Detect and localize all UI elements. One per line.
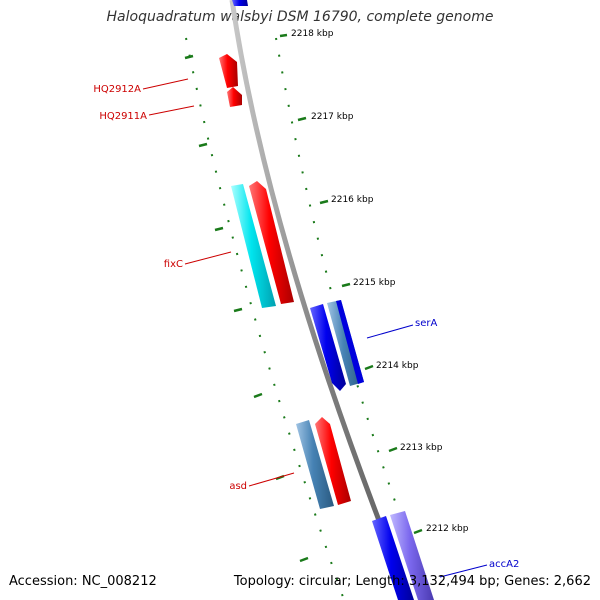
gene-label-asd: asd — [229, 481, 247, 492]
map-title: Haloquadratum walsbyi DSM 16790, complet… — [106, 9, 494, 25]
gene-leaders — [142, 78, 488, 578]
genome-backbone — [229, 0, 413, 600]
feature-sera-edge — [336, 300, 364, 384]
feature-fixc — [249, 181, 294, 304]
feature-steel-asd — [296, 420, 334, 509]
outer-tick-track — [275, 37, 433, 600]
tick-label-2214: 2214 kbp — [376, 361, 419, 371]
feature-top-partial — [232, 0, 248, 6]
gene-label-hq2912a: HQ2912A — [93, 84, 141, 95]
feature-fixc-cyan — [231, 184, 276, 308]
gene-labels: HQ2912A HQ2911A fixC serA asd accA2 — [93, 84, 519, 570]
tick-label-2212: 2212 kbp — [426, 524, 469, 534]
gene-label-sera: serA — [415, 318, 437, 329]
accession-label: Accession: NC_008212 — [9, 574, 157, 589]
feature-blue-1 — [310, 304, 346, 391]
tick-label-2213: 2213 kbp — [400, 443, 443, 453]
feature-blue-acca2 — [372, 516, 414, 600]
tick-label-2215: 2215 kbp — [353, 278, 396, 288]
gene-label-acca2: accA2 — [489, 559, 519, 570]
gene-label-hq2911a: HQ2911A — [99, 111, 147, 122]
feature-hq2911a — [227, 87, 242, 107]
tick-marks — [184, 33, 423, 563]
feature-asd — [315, 417, 351, 505]
gene-label-fixc: fixC — [164, 259, 183, 270]
tick-label-2217: 2217 kbp — [311, 112, 354, 122]
feature-hq2912a — [219, 54, 238, 88]
tick-label-2216: 2216 kbp — [331, 195, 374, 205]
tick-label-2218: 2218 kbp — [291, 29, 334, 39]
feature-acca2 — [390, 511, 434, 600]
tick-labels: 2218 kbp 2217 kbp 2216 kbp 2215 kbp 2214… — [291, 29, 469, 534]
genome-summary: Topology: circular; Length: 3,132,494 bp… — [233, 574, 591, 589]
